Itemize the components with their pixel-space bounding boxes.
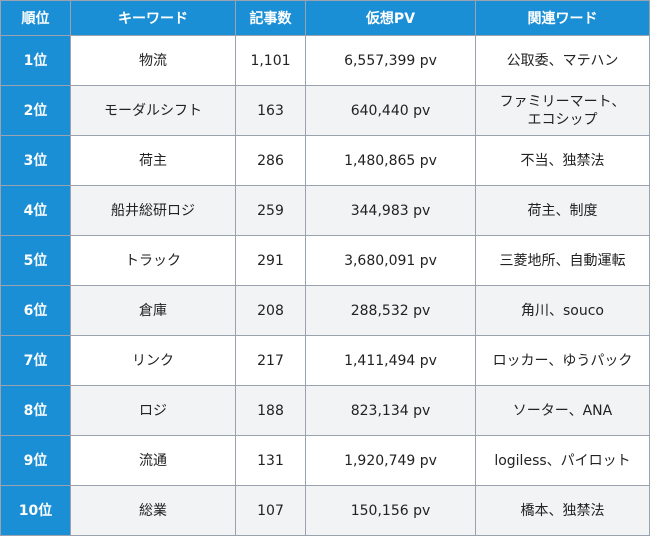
- keyword-cell: 倉庫: [70, 285, 236, 336]
- table-row: 10位 総業 107 150,156 pv 橋本、独禁法: [0, 485, 650, 536]
- virtual-pv-cell: 1,411,494 pv: [305, 335, 476, 386]
- article-count-cell: 259: [235, 185, 306, 236]
- article-count-cell: 208: [235, 285, 306, 336]
- article-count-cell: 163: [235, 85, 306, 136]
- table-row: 7位 リンク 217 1,411,494 pv ロッカー、ゆうパック: [0, 335, 650, 386]
- table-row: 9位 流通 131 1,920,749 pv logiless、パイロット: [0, 435, 650, 486]
- related-words-cell: 公取委、マテハン: [475, 35, 650, 86]
- related-words-cell: 橋本、独禁法: [475, 485, 650, 536]
- keyword-cell: 荷主: [70, 135, 236, 186]
- rank-cell: 8位: [0, 385, 71, 436]
- related-words-cell: 荷主、制度: [475, 185, 650, 236]
- header-article-count: 記事数: [235, 0, 306, 36]
- article-count-cell: 1,101: [235, 35, 306, 86]
- virtual-pv-cell: 288,532 pv: [305, 285, 476, 336]
- rank-cell: 2位: [0, 85, 71, 136]
- table-row: 8位 ロジ 188 823,134 pv ソーター、ANA: [0, 385, 650, 436]
- related-words-cell: ソーター、ANA: [475, 385, 650, 436]
- table-row: 6位 倉庫 208 288,532 pv 角川、souco: [0, 285, 650, 336]
- rank-cell: 9位: [0, 435, 71, 486]
- virtual-pv-cell: 150,156 pv: [305, 485, 476, 536]
- rank-cell: 5位: [0, 235, 71, 286]
- article-count-cell: 286: [235, 135, 306, 186]
- rank-cell: 7位: [0, 335, 71, 386]
- keyword-cell: 流通: [70, 435, 236, 486]
- header-related-words: 関連ワード: [475, 0, 650, 36]
- article-count-cell: 188: [235, 385, 306, 436]
- virtual-pv-cell: 6,557,399 pv: [305, 35, 476, 86]
- article-count-cell: 131: [235, 435, 306, 486]
- virtual-pv-cell: 640,440 pv: [305, 85, 476, 136]
- related-words-cell: logiless、パイロット: [475, 435, 650, 486]
- article-count-cell: 217: [235, 335, 306, 386]
- related-words-cell: ファミリーマート、 エコシップ: [475, 85, 650, 136]
- related-words-cell: ロッカー、ゆうパック: [475, 335, 650, 386]
- related-words-cell: 角川、souco: [475, 285, 650, 336]
- rank-cell: 10位: [0, 485, 71, 536]
- table-row: 1位 物流 1,101 6,557,399 pv 公取委、マテハン: [0, 35, 650, 86]
- rank-cell: 6位: [0, 285, 71, 336]
- keyword-cell: ロジ: [70, 385, 236, 436]
- table-row: 5位 トラック 291 3,680,091 pv 三菱地所、自動運転: [0, 235, 650, 286]
- virtual-pv-cell: 344,983 pv: [305, 185, 476, 236]
- keyword-cell: 総業: [70, 485, 236, 536]
- header-virtual-pv: 仮想PV: [305, 0, 476, 36]
- keyword-cell: リンク: [70, 335, 236, 386]
- article-count-cell: 291: [235, 235, 306, 286]
- header-keyword: キーワード: [70, 0, 236, 36]
- virtual-pv-cell: 3,680,091 pv: [305, 235, 476, 286]
- keyword-cell: 物流: [70, 35, 236, 86]
- rank-cell: 1位: [0, 35, 71, 86]
- table-row: 2位 モーダルシフト 163 640,440 pv ファミリーマート、 エコシッ…: [0, 85, 650, 136]
- virtual-pv-cell: 1,920,749 pv: [305, 435, 476, 486]
- table-row: 3位 荷主 286 1,480,865 pv 不当、独禁法: [0, 135, 650, 186]
- table-row: 4位 船井総研ロジ 259 344,983 pv 荷主、制度: [0, 185, 650, 236]
- rank-cell: 3位: [0, 135, 71, 186]
- rank-cell: 4位: [0, 185, 71, 236]
- related-words-cell: 不当、独禁法: [475, 135, 650, 186]
- header-rank: 順位: [0, 0, 71, 36]
- keyword-cell: トラック: [70, 235, 236, 286]
- keyword-cell: モーダルシフト: [70, 85, 236, 136]
- virtual-pv-cell: 823,134 pv: [305, 385, 476, 436]
- related-words-cell: 三菱地所、自動運転: [475, 235, 650, 286]
- table-header-row: 順位 キーワード 記事数 仮想PV 関連ワード: [0, 0, 650, 36]
- article-count-cell: 107: [235, 485, 306, 536]
- keyword-cell: 船井総研ロジ: [70, 185, 236, 236]
- virtual-pv-cell: 1,480,865 pv: [305, 135, 476, 186]
